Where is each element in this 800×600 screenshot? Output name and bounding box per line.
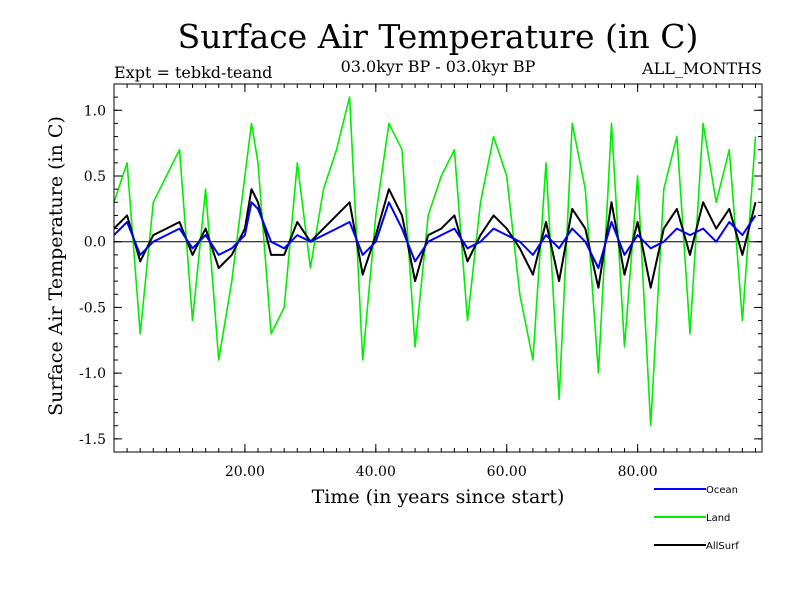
plot-area	[113, 96, 762, 427]
months-label: ALL_MONTHS	[641, 59, 762, 78]
axes: 1.0 0.5 0.0 -0.5 -1.0 -1.5 20.00 40.00 60.00 80.0…	[79, 83, 763, 480]
x-axis-label: Time (in years since start)	[312, 486, 565, 508]
y-tick-label: -0.5	[79, 300, 106, 316]
chart-title: Surface Air Temperature (in C)	[178, 17, 699, 56]
x-tick-label: 60.00	[487, 464, 527, 480]
x-tick-label: 20.00	[225, 464, 265, 480]
y-tick-label: -1.5	[79, 432, 106, 448]
legend: Ocean Land AllSurf	[654, 485, 739, 552]
legend-label-land: Land	[706, 513, 730, 524]
legend-label-ocean: Ocean	[706, 485, 738, 496]
experiment-label: Expt = tebkd-teand	[114, 63, 272, 82]
y-tick-label: 0.5	[84, 169, 106, 185]
series-line-land	[113, 96, 757, 427]
y-tick-label: 0.0	[84, 235, 106, 251]
y-tick-label: 1.0	[84, 103, 106, 119]
period-label: 03.0kyr BP - 03.0kyr BP	[341, 57, 536, 76]
y-tick-label: -1.0	[79, 366, 106, 382]
legend-label-allsurf: AllSurf	[706, 541, 739, 552]
series-line-allsurf	[113, 188, 757, 289]
x-tick-label: 40.00	[356, 464, 396, 480]
series-line-ocean	[113, 201, 757, 269]
x-tick-label: 80.00	[618, 464, 658, 480]
y-axis-label: Surface Air Temperature (in C)	[45, 116, 67, 416]
